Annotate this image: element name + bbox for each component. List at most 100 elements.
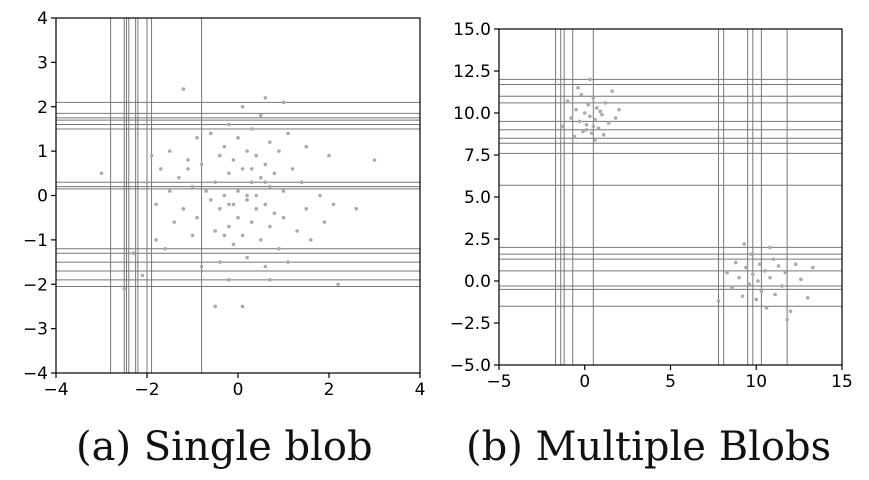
data-point [756,279,760,283]
data-point [290,167,295,171]
y-tick-label: 7.5 [464,146,491,166]
data-point [222,144,227,149]
data-point [783,270,788,275]
data-point [768,275,772,280]
data-point [617,107,621,112]
data-point [154,202,158,207]
data-point [591,124,596,129]
data-point [277,246,281,251]
data-point [773,292,777,297]
x-tick-label: 4 [415,380,426,400]
data-point [286,260,290,264]
data-point [588,77,592,82]
data-point [593,138,597,142]
data-point [281,189,286,193]
data-point [272,171,277,176]
data-point [569,116,573,120]
data-point [295,229,299,233]
data-point [240,304,245,309]
data-point [601,133,606,137]
caption-single-blob: (a) Single blob [76,424,373,470]
data-point [172,220,177,224]
data-point [574,107,578,112]
data-point [236,189,240,193]
x-tick-label: 5 [665,372,676,392]
data-point [149,153,154,158]
data-point [145,180,149,184]
data-point [603,101,608,105]
data-point [254,153,258,158]
data-point [754,297,759,302]
data-point [190,184,195,189]
data-point [299,180,304,184]
data-point [304,207,309,211]
data-point [240,104,245,109]
y-tick-label: −3 [23,320,48,340]
y-tick-label: −4 [23,364,48,384]
data-point [594,106,599,110]
data-point [780,284,784,288]
data-point [208,131,213,136]
y-tick-label: 2.5 [464,230,491,250]
data-point [576,86,580,90]
data-point [811,265,815,270]
data-point [600,112,604,117]
data-point [263,96,268,100]
data-point [263,202,268,207]
data-point [227,278,231,282]
data-point [245,198,249,202]
data-point [263,162,268,167]
data-point [793,262,798,267]
data-point [218,207,222,211]
caption-multiple-blobs: (b) Multiple Blobs [466,424,832,470]
chart-single-blob: −4 −2 0 2 4 −4 −3 −2 −1 0 1 2 3 4 [23,9,425,400]
data-point [322,220,327,224]
data-point [268,224,272,229]
data-point [263,180,268,184]
y-tick-label: 10.0 [453,104,491,124]
data-point [759,289,764,293]
data-point [737,275,741,280]
x-tick-label: 15 [831,372,853,392]
data-point [236,136,240,140]
data-point [327,153,331,158]
data-point [258,113,263,118]
data-point [231,202,236,207]
y-tick-label: −2.5 [450,314,491,334]
y-tick-label: 12.5 [453,62,491,82]
data-point [222,193,227,198]
data-point [318,193,322,198]
data-point [249,220,254,224]
data-point [122,286,127,291]
data-point [272,211,277,216]
data-point [245,193,249,198]
data-point [249,167,254,171]
y-tick-label: −2 [23,275,48,295]
data-point [613,116,618,120]
data-point [140,273,145,278]
data-point [231,242,236,247]
data-point [582,111,587,115]
data-point [213,229,218,233]
data-point [167,189,172,193]
data-point [591,96,596,100]
data-point [589,131,594,135]
data-point [805,296,810,300]
data-point [227,202,231,207]
data-point [716,299,721,303]
data-point [186,158,190,162]
data-point [584,122,589,127]
data-point [249,180,254,184]
data-point [740,294,745,298]
data-point [788,309,793,314]
data-point [99,171,104,176]
data-point [177,175,181,180]
data-point [245,255,249,260]
data-point [268,278,272,282]
data-point [286,131,290,136]
data-point [195,215,199,220]
data-point [372,158,377,162]
y-tick-label: 3 [37,53,48,73]
data-point [579,92,584,97]
